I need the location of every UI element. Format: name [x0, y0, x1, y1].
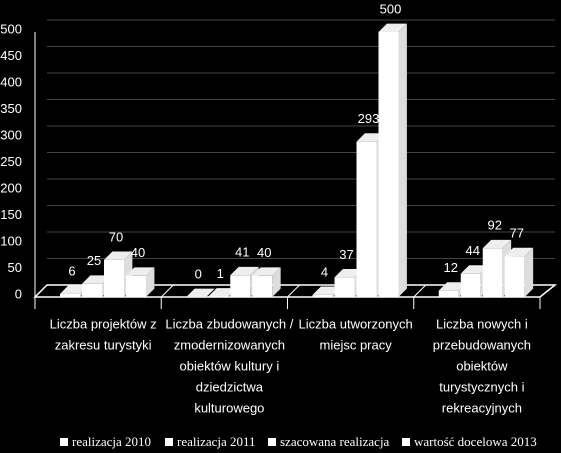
- bar-side: [524, 247, 534, 297]
- bar-top: [252, 267, 281, 276]
- data-label: 92: [488, 218, 502, 233]
- x-tick-label: miejsc pracy: [320, 337, 393, 352]
- bar: [60, 293, 80, 297]
- category-divider: [160, 284, 174, 298]
- category-divider: [413, 284, 427, 298]
- bar-top: [356, 133, 385, 142]
- bar-top: [208, 288, 237, 297]
- bar-top: [378, 23, 407, 32]
- data-label: 4: [321, 264, 328, 279]
- x-tick-label: dziedzictwa: [196, 379, 264, 394]
- y-tick-label: 300: [0, 127, 22, 142]
- legend-label: wartość docelowa 2013: [414, 434, 537, 449]
- x-tick-label: turystycznych i: [439, 379, 524, 394]
- bar-top: [312, 286, 341, 295]
- bar: [438, 290, 459, 297]
- data-label: 40: [131, 245, 145, 260]
- bar-top: [334, 268, 363, 278]
- bar-side: [146, 267, 155, 297]
- bar: [356, 141, 377, 297]
- legend-label: szacowana realizacja: [280, 434, 390, 449]
- legend-label: realizacja 2010: [72, 434, 151, 449]
- data-label: 293: [358, 111, 380, 126]
- bar-top: [60, 285, 89, 294]
- y-tick-label: 200: [0, 180, 22, 195]
- bar-top: [230, 266, 259, 276]
- bar: [312, 294, 333, 297]
- data-label: 41: [235, 245, 249, 260]
- x-tick-label: Liczba zbudowanych /: [165, 316, 293, 331]
- bar-top: [460, 265, 490, 274]
- x-tick-label: zakresu turystyki: [55, 337, 152, 352]
- y-tick-label: 350: [0, 101, 22, 116]
- bar-top: [504, 247, 534, 257]
- data-label: 12: [444, 260, 458, 275]
- data-label: 44: [466, 243, 480, 258]
- bar: [504, 256, 525, 297]
- bar-top: [104, 251, 133, 260]
- x-tick-label: obiektów: [456, 358, 508, 373]
- bar: [126, 275, 146, 297]
- y-tick-label: 150: [0, 207, 22, 222]
- y-tick-label: 400: [0, 74, 22, 89]
- data-label: 37: [339, 247, 353, 262]
- bar: [252, 275, 273, 297]
- data-label: 25: [87, 253, 101, 268]
- bar-top: [438, 282, 468, 291]
- legend-swatch: [268, 438, 276, 446]
- y-tick-label: 0: [15, 286, 22, 301]
- y-tick-label: 250: [0, 154, 22, 169]
- x-tick-label: Liczba projektów z: [50, 316, 157, 331]
- data-label: 6: [68, 263, 75, 278]
- data-label: 40: [257, 245, 271, 260]
- data-label: 70: [109, 229, 123, 244]
- bar: [208, 296, 229, 297]
- x-tick-label: rekreacyjnych: [442, 400, 522, 415]
- category-divider: [287, 284, 300, 298]
- legend-label: realizacja 2011: [177, 434, 256, 449]
- bar: [230, 275, 251, 297]
- y-tick-label: 50: [8, 260, 22, 275]
- x-tick-label: obiektów kultury i: [180, 358, 280, 373]
- bar-top: [126, 267, 155, 276]
- y-tick-label: 450: [0, 48, 22, 63]
- x-tick-label: kulturowego: [194, 400, 264, 415]
- legend-swatch: [402, 438, 410, 446]
- bar: [378, 32, 399, 297]
- bar-side: [398, 23, 407, 297]
- bar: [334, 277, 355, 297]
- bar-side: [272, 267, 281, 297]
- bar: [82, 283, 102, 297]
- x-tick-label: Liczba nowych i: [436, 316, 528, 331]
- y-tick-label: 500: [0, 21, 22, 36]
- x-tick-label: zmodernizowanych: [174, 337, 285, 352]
- x-tick-label: Liczba utworzonych: [299, 316, 413, 331]
- x-tick-label: przebudowanych: [433, 337, 531, 352]
- y-tick-label: 100: [0, 233, 22, 248]
- bar: [482, 248, 503, 297]
- legend-swatch: [60, 438, 68, 446]
- bar: [460, 273, 481, 297]
- bar-top: [482, 239, 512, 249]
- bar-top: [186, 288, 215, 297]
- data-label: 0: [195, 266, 202, 281]
- bar-top: [82, 275, 111, 284]
- legend-swatch: [165, 438, 173, 446]
- data-label: 500: [380, 1, 402, 16]
- data-label: 1: [217, 266, 224, 281]
- data-label: 77: [510, 226, 524, 241]
- bar: [104, 259, 124, 297]
